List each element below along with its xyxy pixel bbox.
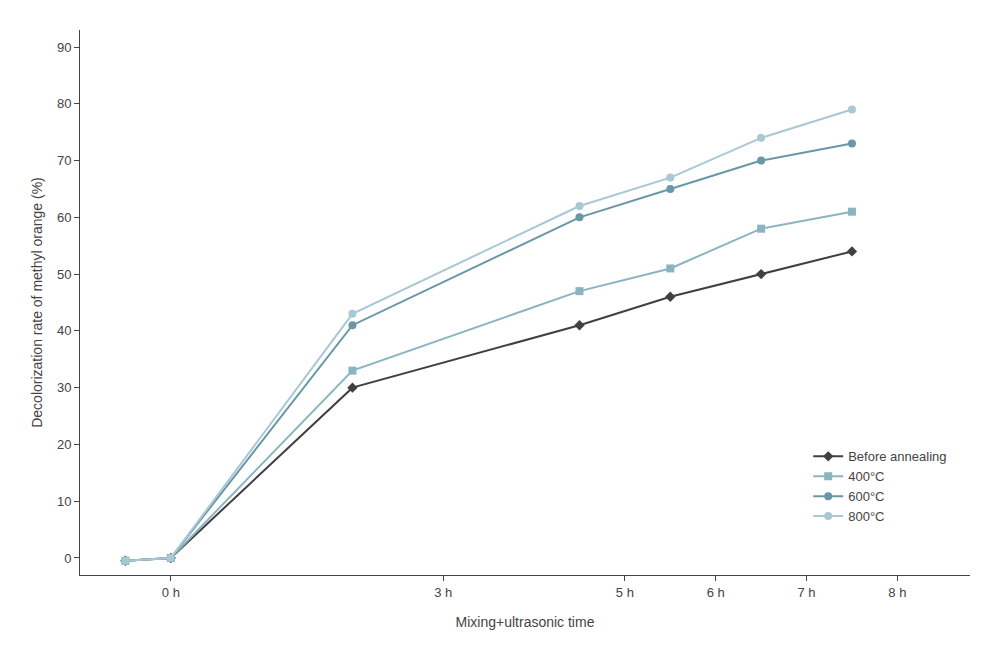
svg-text:30: 30 xyxy=(57,380,71,395)
svg-text:400°C: 400°C xyxy=(848,469,884,484)
svg-text:Before annealing: Before annealing xyxy=(848,449,946,464)
svg-text:20: 20 xyxy=(57,437,71,452)
svg-text:5 h: 5 h xyxy=(616,585,634,600)
svg-text:70: 70 xyxy=(57,153,71,168)
svg-text:50: 50 xyxy=(57,267,71,282)
svg-text:60: 60 xyxy=(57,210,71,225)
svg-text:10: 10 xyxy=(57,494,71,509)
svg-text:3 h: 3 h xyxy=(434,585,452,600)
svg-text:0 h: 0 h xyxy=(162,585,180,600)
svg-text:800°C: 800°C xyxy=(848,509,884,524)
svg-text:8 h: 8 h xyxy=(888,585,906,600)
svg-text:40: 40 xyxy=(57,323,71,338)
svg-text:90: 90 xyxy=(57,40,71,55)
svg-text:6 h: 6 h xyxy=(707,585,725,600)
svg-text:7 h: 7 h xyxy=(797,585,815,600)
svg-text:Mixing+ultrasonic time: Mixing+ultrasonic time xyxy=(456,614,595,630)
svg-text:80: 80 xyxy=(57,96,71,111)
svg-text:600°C: 600°C xyxy=(848,489,884,504)
svg-text:0: 0 xyxy=(64,551,71,566)
svg-text:Decolorization rate of methyl: Decolorization rate of methyl orange (%) xyxy=(29,177,45,428)
